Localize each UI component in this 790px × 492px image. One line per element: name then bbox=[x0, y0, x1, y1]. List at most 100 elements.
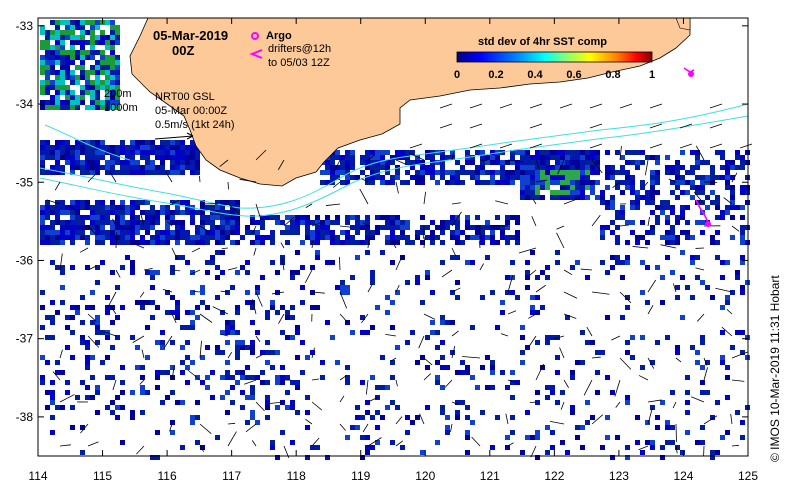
sst-cell bbox=[180, 445, 185, 450]
sst-cell bbox=[420, 175, 425, 180]
sst-cell bbox=[535, 150, 540, 155]
sst-cell bbox=[75, 220, 80, 225]
sst-cell bbox=[150, 215, 155, 220]
current-vector bbox=[589, 143, 603, 149]
current-vector bbox=[385, 334, 397, 337]
isobath-1000m bbox=[39, 115, 749, 217]
sst-cell bbox=[580, 170, 585, 175]
sst-cell bbox=[55, 405, 60, 410]
sst-cell bbox=[50, 35, 55, 40]
sst-cell bbox=[150, 150, 155, 155]
sst-cell bbox=[400, 220, 405, 225]
sst-cell bbox=[345, 180, 350, 185]
sst-cell bbox=[240, 375, 245, 380]
sst-cell bbox=[60, 220, 65, 225]
sst-cell bbox=[65, 390, 70, 395]
sst-cell bbox=[720, 275, 725, 280]
sst-cell bbox=[710, 240, 715, 245]
sst-cell bbox=[215, 345, 220, 350]
sst-cell bbox=[80, 145, 85, 150]
sst-cell bbox=[175, 235, 180, 240]
sst-cell bbox=[40, 45, 45, 50]
current-vector bbox=[339, 313, 347, 322]
sst-cell bbox=[175, 140, 180, 145]
sst-cell bbox=[275, 290, 280, 295]
sst-cell bbox=[625, 185, 630, 190]
sst-cell bbox=[635, 240, 640, 245]
sst-cell bbox=[485, 355, 490, 360]
sst-cell bbox=[585, 160, 590, 165]
sst-cell bbox=[170, 235, 175, 240]
sst-cell bbox=[550, 170, 555, 175]
sst-cell bbox=[515, 170, 520, 175]
sst-cell bbox=[560, 180, 565, 185]
sst-cell bbox=[450, 175, 455, 180]
current-vector bbox=[500, 333, 509, 337]
current-vector bbox=[271, 291, 285, 295]
sst-cell bbox=[580, 190, 585, 195]
sst-cell bbox=[600, 200, 605, 205]
sst-cell bbox=[700, 190, 705, 195]
current-vector bbox=[244, 379, 257, 385]
current-vector bbox=[531, 216, 537, 227]
sst-cell bbox=[505, 215, 510, 220]
sst-cell bbox=[380, 225, 385, 230]
sst-cell bbox=[405, 220, 410, 225]
sst-cell bbox=[385, 385, 390, 390]
sst-cell bbox=[615, 260, 620, 265]
sst-cell bbox=[65, 145, 70, 150]
sst-cell bbox=[285, 240, 290, 245]
sst-cell bbox=[600, 260, 605, 265]
current-vector bbox=[169, 423, 173, 432]
current-vector bbox=[507, 379, 516, 383]
sst-cell bbox=[455, 415, 460, 420]
current-vector bbox=[305, 203, 313, 209]
current-vector bbox=[619, 357, 632, 370]
sst-cell bbox=[580, 330, 585, 335]
sst-cell bbox=[50, 80, 55, 85]
sst-cell bbox=[95, 50, 100, 55]
sst-cell bbox=[480, 225, 485, 230]
sst-cell bbox=[135, 215, 140, 220]
sst-cell bbox=[740, 350, 745, 355]
sst-cell bbox=[95, 205, 100, 210]
sst-cell bbox=[250, 350, 255, 355]
sst-cell bbox=[325, 260, 330, 265]
sst-cell bbox=[75, 165, 80, 170]
sst-cell bbox=[630, 180, 635, 185]
sst-cell bbox=[415, 160, 420, 165]
sst-cell bbox=[220, 210, 225, 215]
sst-cell bbox=[445, 425, 450, 430]
sst-cell bbox=[425, 170, 430, 175]
sst-cell bbox=[565, 155, 570, 160]
current-vector bbox=[423, 373, 431, 381]
sst-cell bbox=[480, 240, 485, 245]
sst-cell bbox=[80, 50, 85, 55]
sst-cell bbox=[580, 360, 585, 365]
sst-cell bbox=[105, 100, 110, 105]
sst-cell bbox=[120, 265, 125, 270]
sst-cell bbox=[650, 210, 655, 215]
current-vector bbox=[507, 159, 524, 163]
sst-cell bbox=[40, 105, 45, 110]
sst-cell bbox=[510, 170, 515, 175]
sst-cell bbox=[385, 310, 390, 315]
current-vector bbox=[227, 267, 238, 271]
sst-cell bbox=[185, 145, 190, 150]
sst-cell bbox=[95, 145, 100, 150]
sst-cell bbox=[120, 380, 125, 385]
sst-cell bbox=[215, 215, 220, 220]
sst-cell bbox=[435, 170, 440, 175]
sst-cell bbox=[50, 45, 55, 50]
sst-cell bbox=[480, 410, 485, 415]
sst-cell bbox=[85, 85, 90, 90]
current-vector bbox=[136, 445, 145, 455]
sst-cell bbox=[370, 170, 375, 175]
sst-cell bbox=[575, 165, 580, 170]
sst-cell bbox=[115, 210, 120, 215]
sst-cell bbox=[115, 60, 120, 65]
sst-cell bbox=[200, 200, 205, 205]
sst-cell bbox=[385, 240, 390, 245]
sst-cell bbox=[95, 200, 100, 205]
sst-cell bbox=[415, 235, 420, 240]
